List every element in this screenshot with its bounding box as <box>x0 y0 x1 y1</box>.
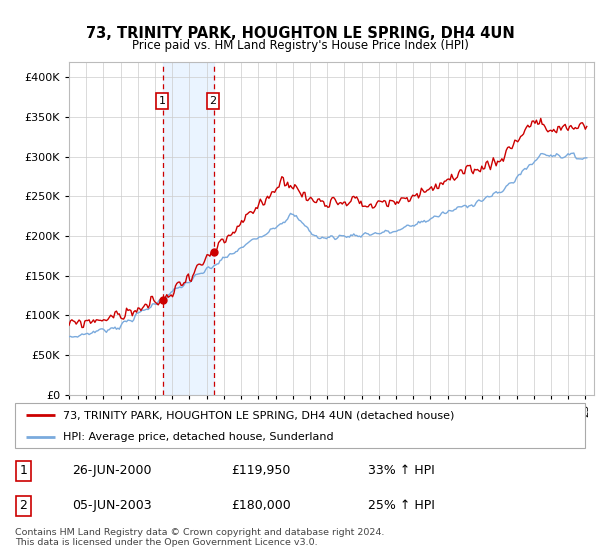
Text: 73, TRINITY PARK, HOUGHTON LE SPRING, DH4 4UN (detached house): 73, TRINITY PARK, HOUGHTON LE SPRING, DH… <box>64 410 455 421</box>
Bar <box>163 62 214 395</box>
Text: 73, TRINITY PARK, HOUGHTON LE SPRING, DH4 4UN: 73, TRINITY PARK, HOUGHTON LE SPRING, DH… <box>86 26 514 41</box>
Text: £119,950: £119,950 <box>232 464 291 478</box>
Text: 26-JUN-2000: 26-JUN-2000 <box>72 464 151 478</box>
Text: 05-JUN-2003: 05-JUN-2003 <box>72 499 152 512</box>
Text: 2: 2 <box>20 499 28 512</box>
Text: Contains HM Land Registry data © Crown copyright and database right 2024.
This d: Contains HM Land Registry data © Crown c… <box>15 528 385 547</box>
Text: 1: 1 <box>20 464 28 478</box>
Text: Price paid vs. HM Land Registry's House Price Index (HPI): Price paid vs. HM Land Registry's House … <box>131 39 469 53</box>
Text: £180,000: £180,000 <box>232 499 292 512</box>
Text: 25% ↑ HPI: 25% ↑ HPI <box>368 499 435 512</box>
FancyBboxPatch shape <box>15 403 585 448</box>
Text: 33% ↑ HPI: 33% ↑ HPI <box>368 464 435 478</box>
Text: HPI: Average price, detached house, Sunderland: HPI: Average price, detached house, Sund… <box>64 432 334 442</box>
Text: 2: 2 <box>209 96 217 106</box>
Text: 1: 1 <box>158 96 166 106</box>
